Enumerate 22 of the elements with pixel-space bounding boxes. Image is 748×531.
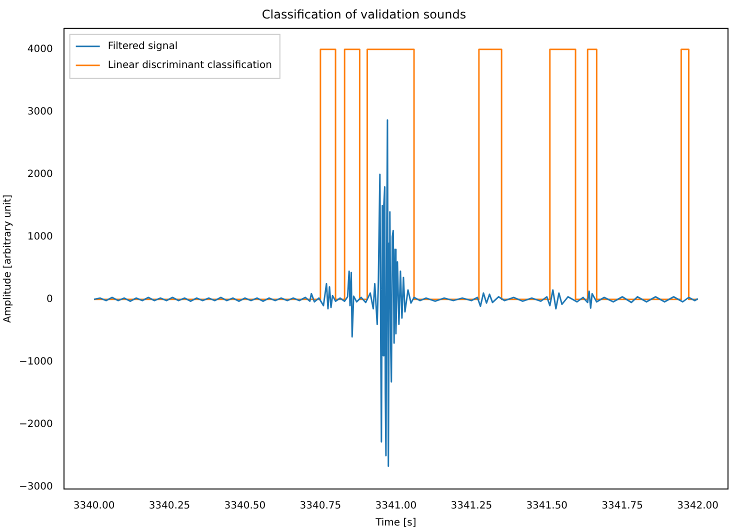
x-tick-label: 3341.00 bbox=[375, 500, 417, 512]
x-tick-label: 3340.75 bbox=[300, 500, 342, 512]
y-axis-title: Amplitude [arbitrary unit] bbox=[2, 194, 14, 323]
y-tick-label: 3000 bbox=[27, 106, 53, 118]
legend-label: Linear discriminant classification bbox=[108, 60, 272, 71]
y-tick-label: −1000 bbox=[19, 356, 53, 368]
y-tick-label: 1000 bbox=[27, 231, 53, 242]
legend-label: Filtered signal bbox=[108, 40, 178, 52]
y-tick-label: 2000 bbox=[27, 168, 53, 180]
x-axis-title: Time [s] bbox=[374, 518, 416, 529]
x-tick-label: 3340.00 bbox=[73, 500, 115, 512]
y-tick-label: 0 bbox=[46, 294, 53, 305]
y-tick-label: −3000 bbox=[19, 481, 53, 492]
y-tick-label: −2000 bbox=[19, 418, 53, 430]
x-tick-label: 3342.00 bbox=[677, 500, 718, 512]
y-tick-label: 4000 bbox=[27, 44, 53, 55]
x-tick-label: 3340.25 bbox=[148, 500, 190, 512]
chart-title: Classification of validation sounds bbox=[262, 7, 466, 22]
x-tick-label: 3341.25 bbox=[450, 500, 492, 512]
x-tick-label: 3340.50 bbox=[224, 500, 266, 512]
x-tick-label: 3341.50 bbox=[526, 500, 568, 512]
x-tick-label: 3341.75 bbox=[602, 500, 644, 512]
